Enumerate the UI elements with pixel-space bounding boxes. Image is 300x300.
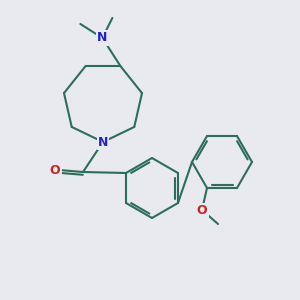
Text: N: N xyxy=(97,32,107,44)
Text: N: N xyxy=(98,136,108,148)
Text: O: O xyxy=(197,205,207,218)
Text: O: O xyxy=(50,164,60,176)
